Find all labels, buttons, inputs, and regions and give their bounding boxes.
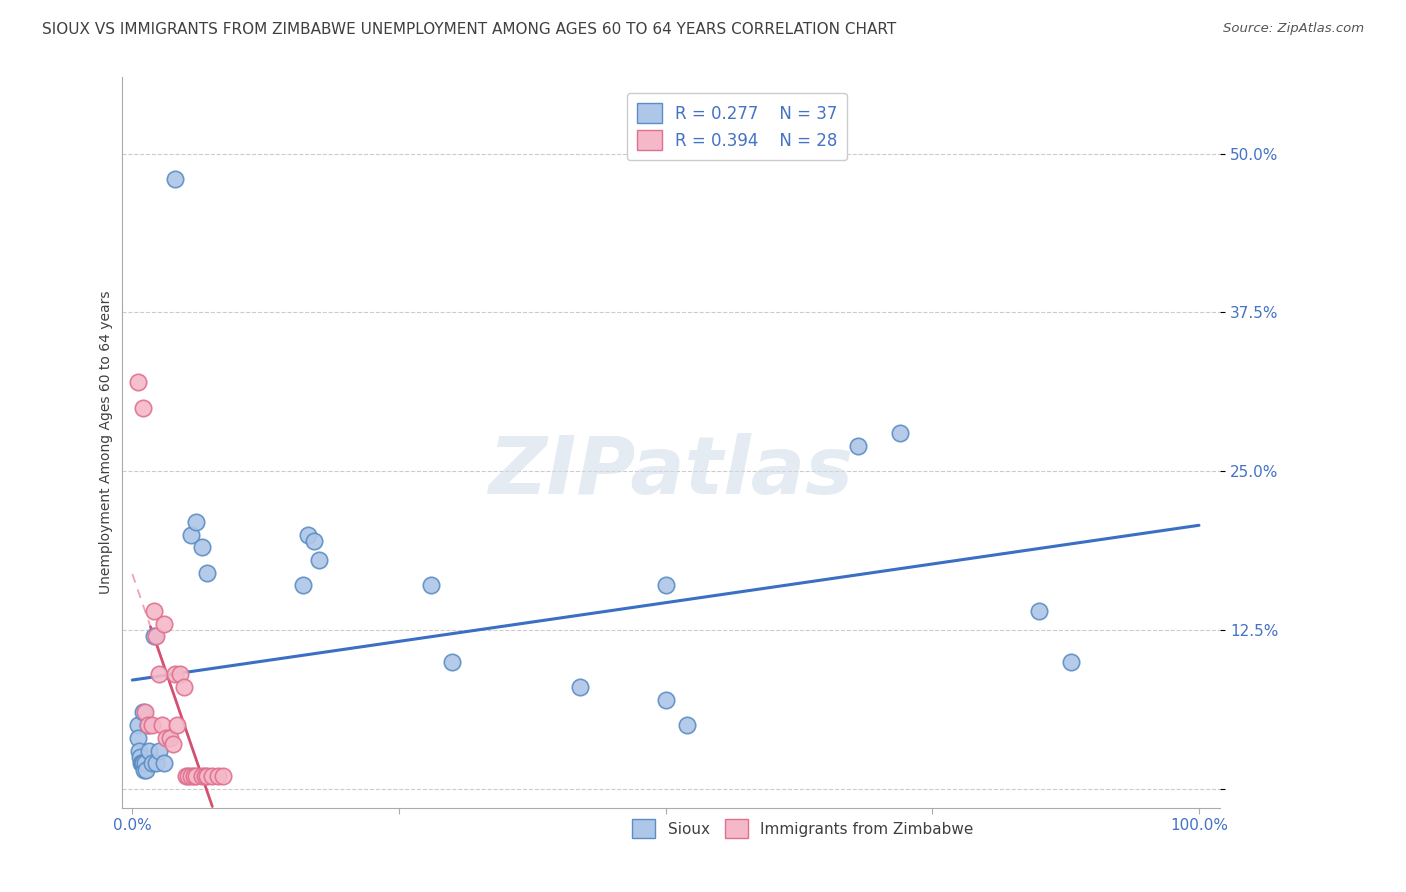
Point: [180, 527, 202, 541]
Point: [212, 769, 235, 783]
Point: [132, 401, 155, 415]
Point: [1028, 604, 1050, 618]
Point: [159, 731, 181, 745]
Point: [186, 515, 208, 529]
Point: [134, 756, 156, 771]
Point: [177, 769, 200, 783]
Point: [141, 718, 163, 732]
Point: [150, 718, 173, 732]
Point: [163, 172, 186, 186]
Point: [183, 769, 205, 783]
Point: [180, 769, 202, 783]
Point: [190, 769, 212, 783]
Text: ZIPatlas: ZIPatlas: [488, 433, 853, 511]
Point: [889, 426, 911, 441]
Point: [654, 693, 676, 707]
Point: [153, 616, 176, 631]
Point: [194, 769, 217, 783]
Point: [846, 439, 869, 453]
Point: [190, 541, 212, 555]
Point: [441, 655, 464, 669]
Point: [207, 769, 229, 783]
Point: [292, 578, 315, 592]
Point: [174, 769, 197, 783]
Point: [142, 629, 165, 643]
Point: [128, 750, 150, 764]
Point: [153, 756, 176, 771]
Point: [145, 756, 167, 771]
Point: [654, 578, 676, 592]
Point: [148, 743, 170, 757]
Point: [1060, 655, 1083, 669]
Point: [195, 769, 218, 783]
Point: [195, 566, 218, 580]
Point: [142, 604, 165, 618]
Point: [162, 737, 184, 751]
Point: [132, 756, 155, 771]
Point: [148, 667, 170, 681]
Point: [145, 629, 167, 643]
Point: [201, 769, 224, 783]
Point: [169, 667, 191, 681]
Point: [163, 667, 186, 681]
Point: [127, 376, 149, 390]
Point: [297, 527, 319, 541]
Point: [173, 680, 195, 694]
Point: [138, 743, 160, 757]
Point: [569, 680, 592, 694]
Point: [128, 743, 150, 757]
Legend: Sioux, Immigrants from Zimbabwe: Sioux, Immigrants from Zimbabwe: [626, 814, 980, 844]
Point: [127, 731, 149, 745]
Point: [155, 731, 177, 745]
Point: [132, 763, 155, 777]
Point: [166, 718, 188, 732]
Point: [131, 756, 153, 771]
Point: [138, 718, 160, 732]
Point: [141, 756, 163, 771]
Point: [420, 578, 443, 592]
Point: [135, 763, 157, 777]
Point: [186, 769, 208, 783]
Point: [127, 718, 149, 732]
Point: [138, 718, 160, 732]
Y-axis label: Unemployment Among Ages 60 to 64 years: Unemployment Among Ages 60 to 64 years: [100, 291, 114, 594]
Text: Source: ZipAtlas.com: Source: ZipAtlas.com: [1223, 22, 1364, 36]
Point: [676, 718, 699, 732]
Text: SIOUX VS IMMIGRANTS FROM ZIMBABWE UNEMPLOYMENT AMONG AGES 60 TO 64 YEARS CORRELA: SIOUX VS IMMIGRANTS FROM ZIMBABWE UNEMPL…: [42, 22, 897, 37]
Point: [129, 756, 152, 771]
Point: [308, 553, 330, 567]
Point: [134, 706, 156, 720]
Point: [132, 706, 155, 720]
Point: [302, 534, 325, 549]
